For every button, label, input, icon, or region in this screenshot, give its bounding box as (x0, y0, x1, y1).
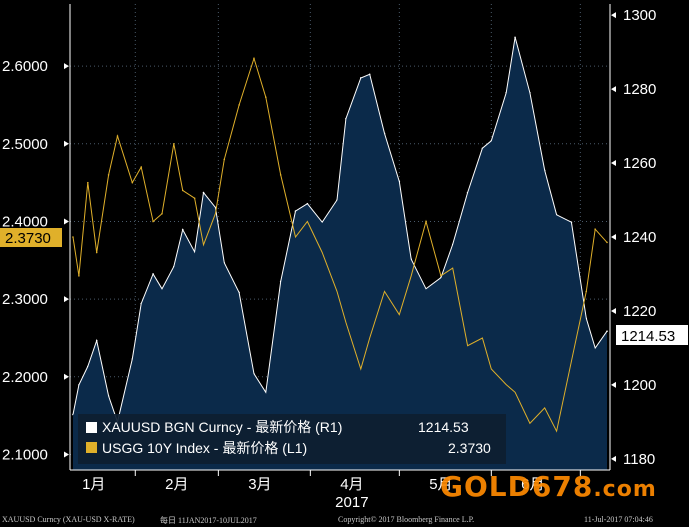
left-tick-label: 2.4000 (2, 213, 48, 230)
legend-value-yield: 2.3730 (448, 440, 491, 456)
legend: XAUUSD BGN Curncy - 最新价格 (R1) 1214.53 US… (78, 414, 506, 464)
left-tick-label: 2.1000 (2, 446, 48, 463)
left-tick-mark (64, 218, 69, 225)
gold-price-area (73, 37, 607, 471)
legend-label-gold: XAUUSD BGN Curncy - 最新价格 (R1) (102, 419, 342, 435)
last-value-tags: 2.3730 1214.53 (0, 228, 688, 345)
tick-labels: 2.1000 2.2000 2.3000 2.4000 2.5000 2.6000 1180… (2, 7, 656, 511)
right-tick-label: 1260 (623, 155, 656, 172)
right-tick-mark (611, 455, 616, 462)
right-tick-label: 1240 (623, 229, 656, 246)
footer-series-code: XAUUSD Curncy (XAU-USD X-RATE) (2, 515, 135, 524)
right-tick-label: 1200 (623, 377, 656, 394)
right-tick-label: 1220 (623, 303, 656, 320)
right-tick-mark (611, 307, 616, 314)
left-tick-mark (64, 63, 69, 70)
left-tick-label: 2.6000 (2, 58, 48, 75)
x-tick-label: 6月 (521, 476, 544, 493)
yield-line (72, 56, 608, 433)
right-tick-mark (611, 234, 616, 240)
x-tick-label: 3月 (248, 476, 271, 493)
x-tick-label: 4月 (340, 476, 363, 493)
footer: XAUUSD Curncy (XAU-USD X-RATE) 每日 11JAN2… (0, 513, 689, 527)
right-tick-mark (611, 86, 616, 93)
left-tick-mark (64, 140, 69, 147)
left-tick-mark (64, 296, 69, 303)
footer-copyright: Copyright© 2017 Bloomberg Finance L.P. (338, 515, 475, 524)
right-last-value-tag-bg (616, 325, 688, 345)
right-tick-label: 1180 (623, 451, 655, 468)
legend-swatch-yield (86, 442, 97, 453)
right-tick-label: 1300 (623, 7, 656, 24)
watermark-tld: .com (593, 477, 657, 502)
left-last-value-tag: 2.3730 (5, 230, 51, 247)
x-tick-label: 5月 (429, 476, 452, 493)
left-tick-label: 2.5000 (2, 136, 48, 153)
gold-price-line (72, 37, 608, 424)
x-tick-label: 2月 (165, 476, 188, 493)
x-year-label: 2017 (335, 494, 368, 511)
legend-background (78, 414, 506, 464)
right-last-value-tag: 1214.53 (621, 328, 675, 345)
right-tick-mark (611, 160, 616, 167)
footer-date-range: 每日 11JAN2017-10JUL2017 (160, 516, 257, 525)
left-tick-mark (64, 373, 69, 380)
watermark-main: GOLD678 (440, 470, 594, 503)
left-last-value-tag-bg (0, 228, 62, 247)
watermark: GOLD678.com (440, 470, 657, 503)
x-tick-label: 1月 (82, 476, 105, 493)
legend-swatch-gold (86, 422, 97, 433)
right-tick-mark (611, 12, 616, 19)
left-tick-label: 2.3000 (2, 291, 48, 308)
right-tick-label: 1280 (623, 81, 656, 98)
axes (64, 4, 616, 476)
legend-value-gold: 1214.53 (418, 419, 469, 435)
left-tick-label: 2.2000 (2, 369, 48, 386)
left-tick-mark (64, 451, 69, 458)
right-tick-mark (611, 381, 616, 388)
legend-label-yield: USGG 10Y Index - 最新价格 (L1) (102, 440, 307, 456)
footer-timestamp: 11-Jul-2017 07:04:46 (584, 515, 653, 524)
